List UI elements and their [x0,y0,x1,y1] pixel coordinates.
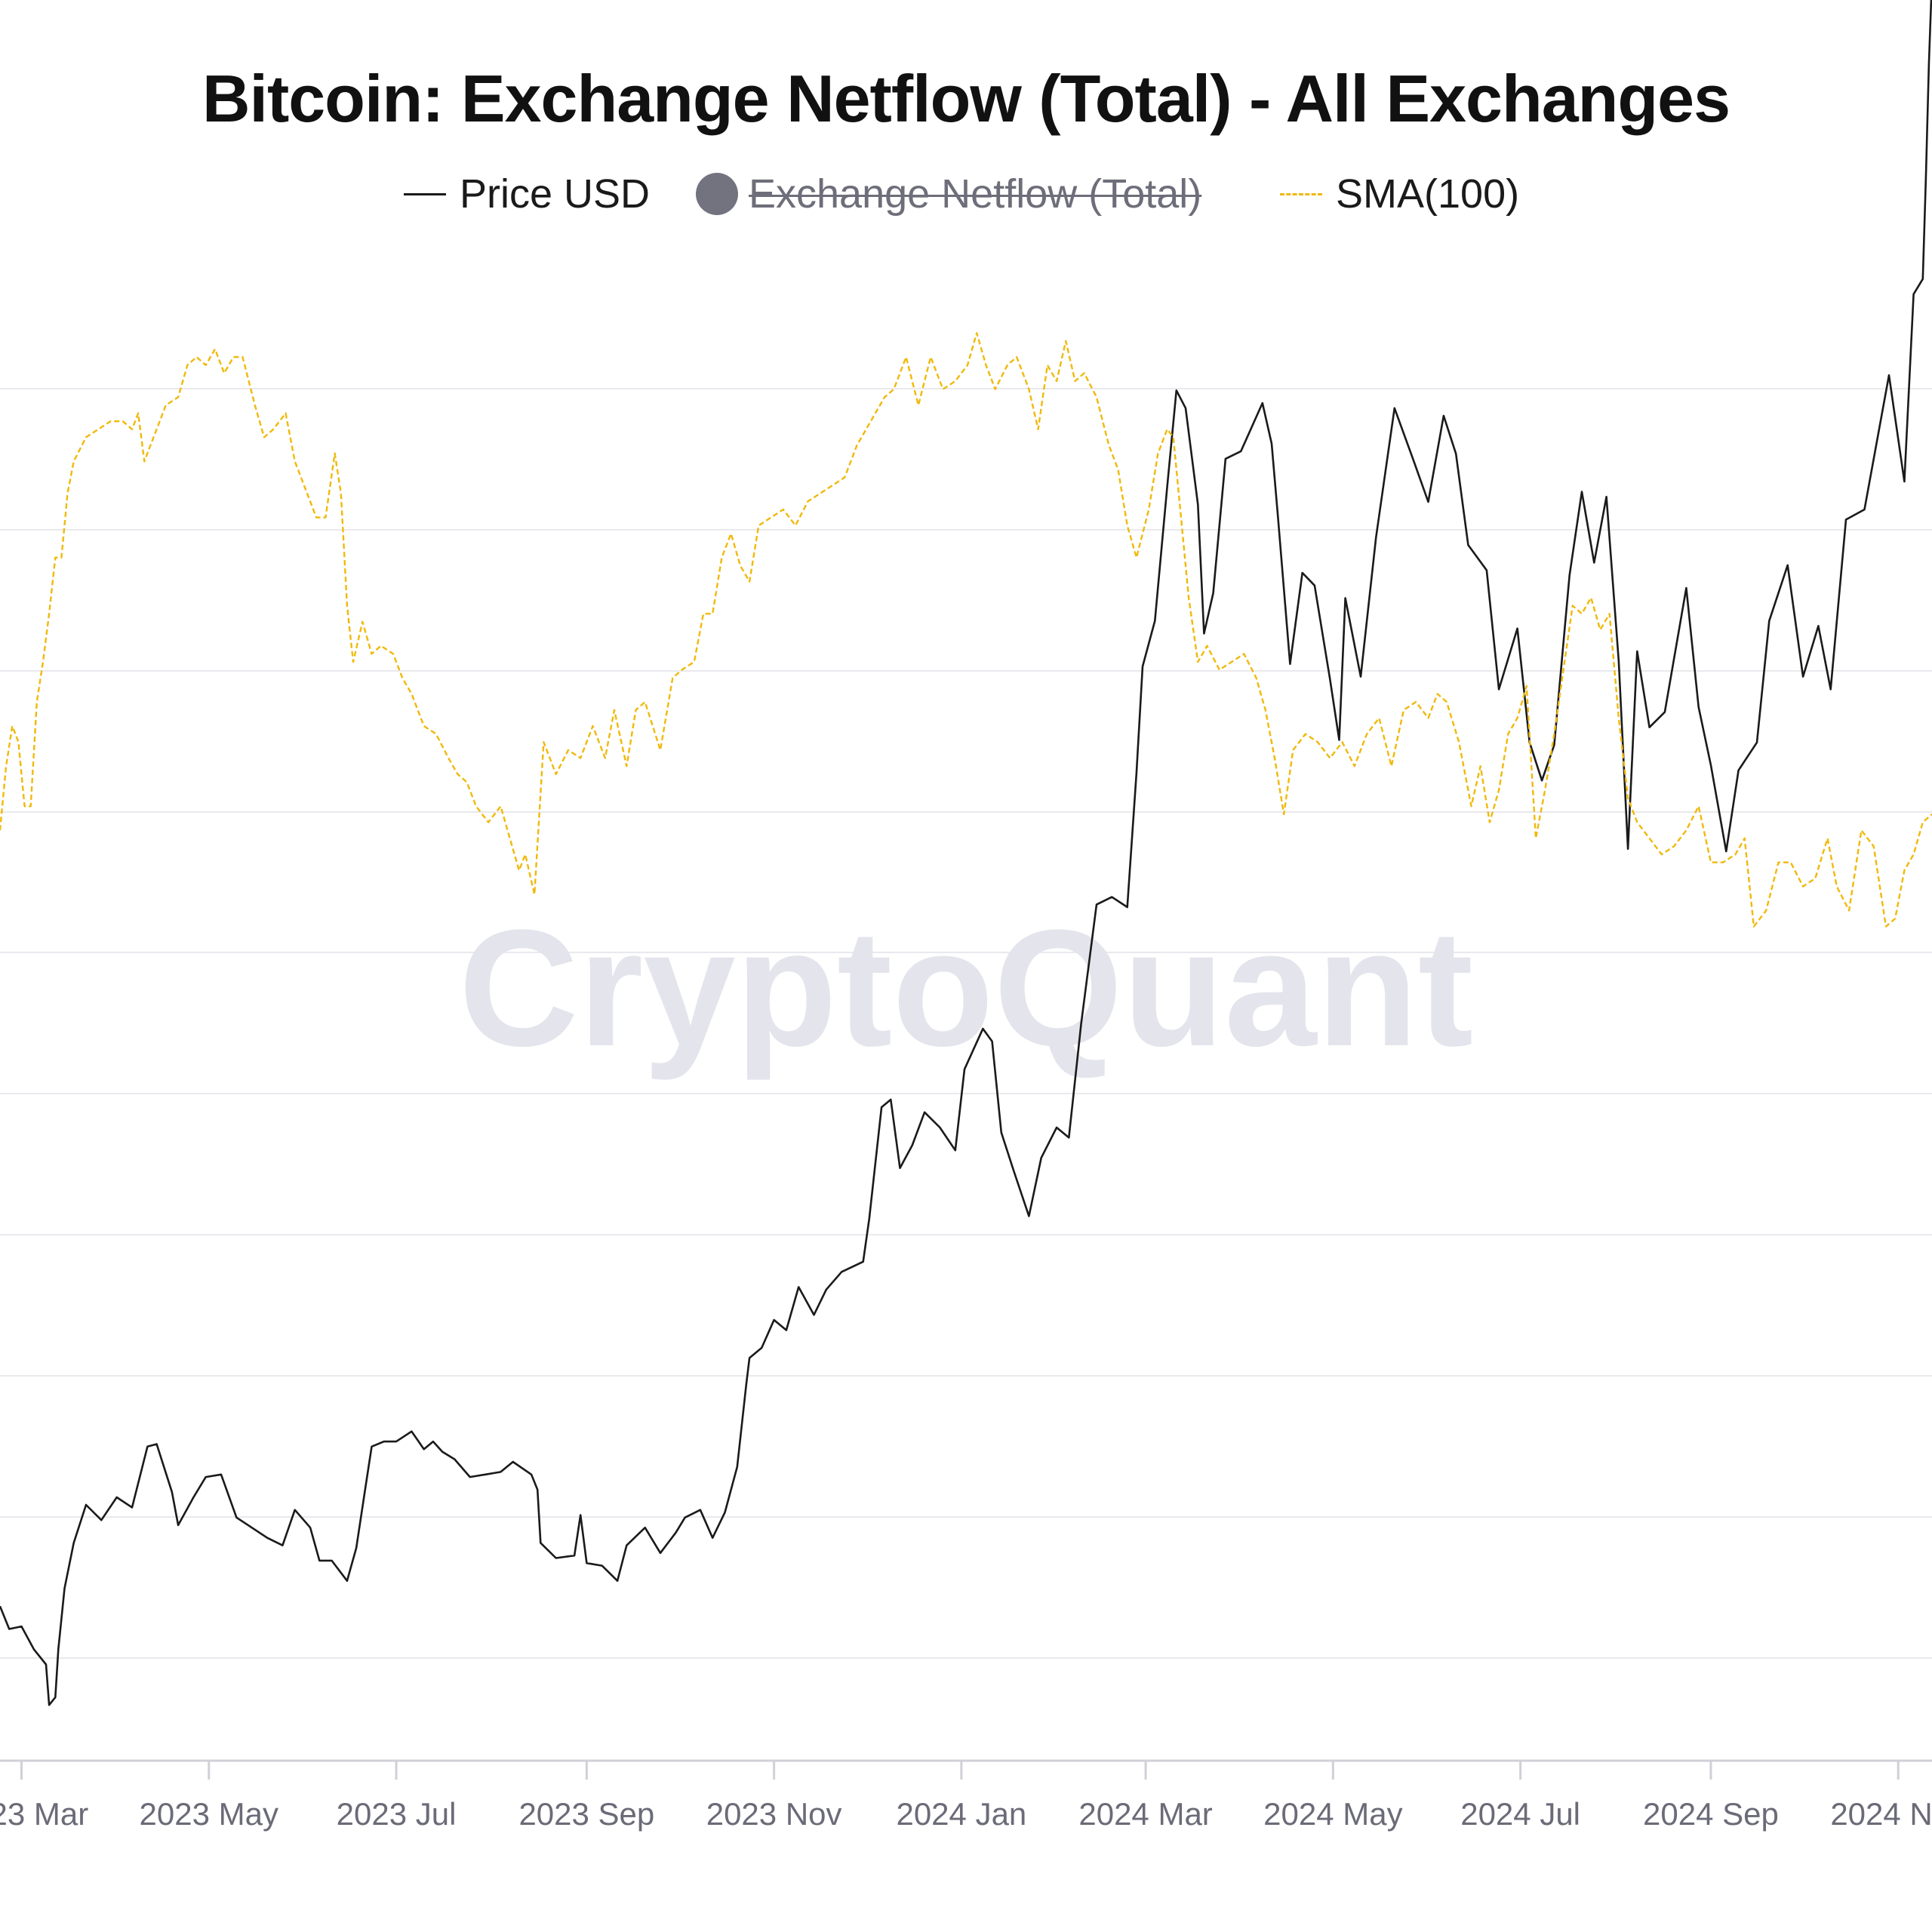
x-tick-label-9: 2024 Sep [1643,1796,1779,1832]
series-line-sma-100 [0,332,1932,928]
x-tick-label-1: 2023 May [140,1796,278,1832]
x-tick-label-7: 2024 May [1263,1796,1402,1832]
gridlines [0,388,1932,1659]
x-tick-label-10: 2024 Nov [1830,1796,1932,1832]
legend-label-sma-100: SMA(100) [1336,171,1520,217]
legend-item-sma-100[interactable]: SMA(100) [1280,168,1519,220]
legend-circle-icon [696,173,738,215]
x-tick-label-4: 2023 Nov [706,1796,842,1832]
legend-label-exchange-netflow: Exchange Netflow (Total) [749,171,1202,217]
x-tick-label-8: 2024 Jul [1460,1796,1580,1832]
watermark-text: CryptoQuant [459,895,1473,1081]
legend-line-icon [404,192,446,195]
x-tick-label-3: 2023 Sep [518,1796,654,1832]
x-tick-label-5: 2024 Jan [896,1796,1026,1832]
x-tick-label-0: 2023 Mar [0,1796,88,1832]
x-tick-label-6: 2024 Mar [1078,1796,1212,1832]
legend-label-price-usd: Price USD [460,171,651,217]
legend-item-price-usd[interactable]: Price USD [404,168,650,220]
x-tick-label-2: 2023 Jul [337,1796,457,1832]
legend: Price USD Exchange Netflow (Total) SMA(1… [0,168,1932,220]
legend-dashed-line-icon [1280,192,1322,195]
legend-item-exchange-netflow[interactable]: Exchange Netflow (Total) [696,168,1201,220]
series-line-price-usd [0,0,1932,1706]
chart-title: Bitcoin: Exchange Netflow (Total) - All … [202,61,1730,136]
series-lines [0,0,1932,1706]
x-axis: 2023 Mar 2023 May 2023 Jul 2023 Sep 2023 Nov… [0,1759,1932,1832]
